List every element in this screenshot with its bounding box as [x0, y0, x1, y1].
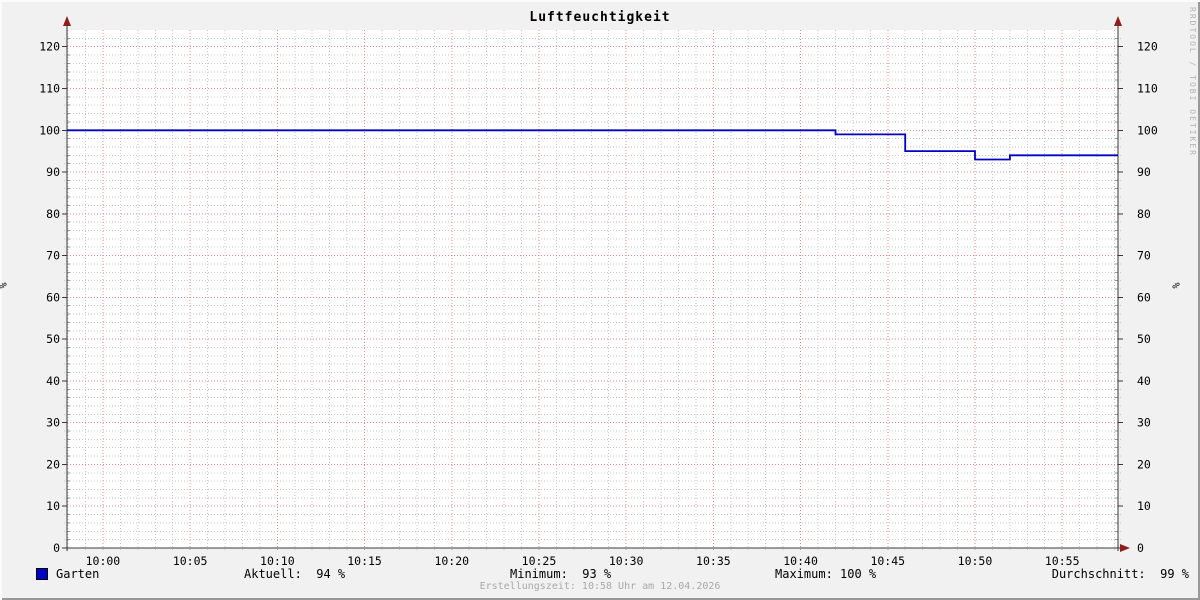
series-label: Garten — [56, 567, 100, 581]
y-axis-tick-label-right: 90 — [1137, 165, 1151, 179]
y-axis-tick-label-left: 20 — [46, 457, 60, 471]
y-axis-tick-label-left: 120 — [39, 40, 60, 54]
series-color-swatch — [36, 568, 48, 580]
x-axis-tick-label: 10:20 — [434, 554, 469, 568]
y-axis-tick-label-right: 20 — [1137, 457, 1151, 471]
y-axis-tick-label-right: 80 — [1137, 207, 1151, 221]
x-axis-tick-label: 10:15 — [347, 554, 382, 568]
y-axis-tick-label-left: 110 — [39, 81, 60, 95]
rrdtool-watermark: RRDTOOL / TOBI OETIKER — [1188, 7, 1197, 157]
y-axis-tick-label-left: 30 — [46, 416, 60, 430]
stat-durchschnitt: Durchschnitt: 99 % — [1051, 567, 1189, 581]
x-axis-arrow-icon — [1120, 544, 1130, 552]
x-axis-tick-label: 10:40 — [783, 554, 818, 568]
y-axis-tick-label-right: 110 — [1137, 81, 1158, 95]
x-axis-tick-label: 10:50 — [958, 554, 993, 568]
stat-aktuell: Aktuell: 94 % — [244, 567, 346, 581]
y-axis-arrow-icon — [63, 16, 71, 26]
y-axis-tick-label-left: 50 — [46, 332, 60, 346]
left-axis-unit-label: % — [0, 282, 10, 288]
y-axis-tick-label-right: 30 — [1137, 416, 1151, 430]
y-axis-arrow-icon — [1114, 16, 1122, 26]
y-axis-tick-label-left: 90 — [46, 165, 60, 179]
y-axis-tick-label-right: 100 — [1137, 123, 1158, 137]
stat-maximum: Maximum: 100 % — [775, 567, 877, 581]
y-axis-tick-label-left: 70 — [46, 249, 60, 263]
y-axis-tick-label-right: 70 — [1137, 249, 1151, 263]
x-axis-tick-label: 10:55 — [1045, 554, 1080, 568]
y-axis-tick-label-right: 120 — [1137, 40, 1158, 54]
x-axis-tick-label: 10:00 — [86, 554, 121, 568]
x-axis-tick-label: 10:30 — [609, 554, 644, 568]
y-axis-tick-label-right: 10 — [1137, 499, 1151, 513]
y-axis-tick-label-left: 100 — [39, 123, 60, 137]
stat-minimum: Minimum: 93 % — [510, 567, 612, 581]
y-axis-tick-label-left: 60 — [46, 290, 60, 304]
x-axis-tick-label: 10:10 — [260, 554, 295, 568]
x-axis-tick-label: 10:05 — [173, 554, 208, 568]
y-axis-tick-label-left: 80 — [46, 207, 60, 221]
series-line-garten — [67, 129, 1118, 161]
y-axis-tick-label-left: 0 — [53, 541, 60, 555]
y-axis-tick-label-left: 40 — [46, 374, 60, 388]
page-title: Luftfeuchtigkeit — [529, 10, 671, 25]
y-axis-tick-label-right: 50 — [1137, 332, 1151, 346]
x-axis-tick-label: 10:45 — [870, 554, 905, 568]
legend-series-garten: Garten — [36, 567, 99, 581]
creation-time-text: Erstellungszeit: 10:58 Uhr am 12.04.2026 — [479, 581, 721, 592]
y-axis-tick-label-right: 0 — [1137, 541, 1144, 555]
y-axis-tick-label-left: 10 — [46, 499, 60, 513]
x-axis-tick-label: 10:25 — [522, 554, 557, 568]
y-axis-tick-label-right: 60 — [1137, 290, 1151, 304]
y-axis-tick-label-right: 40 — [1137, 374, 1151, 388]
legend-row: Garten Aktuell: 94 % Minimum: 93 % Maxim… — [0, 567, 1200, 583]
right-axis-unit-label: % — [1169, 282, 1181, 289]
x-axis-tick-label: 10:35 — [696, 554, 731, 568]
